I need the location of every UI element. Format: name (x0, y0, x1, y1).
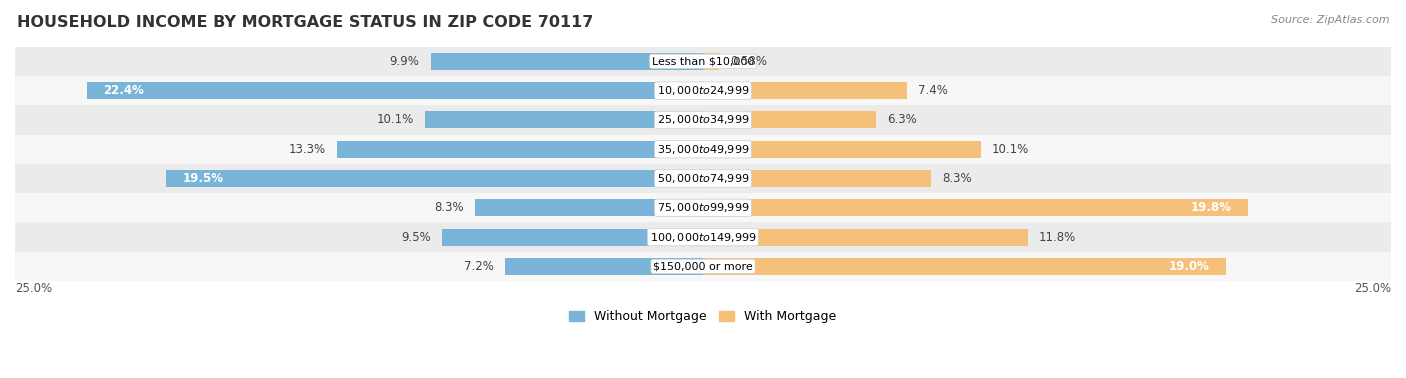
Bar (430, 53, 703, 70)
Bar (166, 170, 703, 187)
Bar (505, 258, 703, 275)
Text: 8.3%: 8.3% (942, 172, 972, 185)
Text: $100,000 to $149,999: $100,000 to $149,999 (650, 231, 756, 244)
Bar (703, 229, 1028, 246)
Bar (15, 223, 1391, 252)
Bar (441, 229, 703, 246)
Text: 22.4%: 22.4% (103, 84, 143, 97)
Text: 25.0%: 25.0% (1354, 282, 1391, 295)
Text: 19.5%: 19.5% (183, 172, 224, 185)
Text: 25.0%: 25.0% (15, 282, 52, 295)
Text: $10,000 to $24,999: $10,000 to $24,999 (657, 84, 749, 97)
Bar (703, 170, 931, 187)
Bar (703, 141, 981, 158)
Bar (15, 252, 1391, 281)
Text: 9.5%: 9.5% (401, 231, 430, 244)
Bar (15, 47, 1391, 76)
Bar (15, 105, 1391, 135)
Bar (87, 82, 703, 99)
Text: $150,000 or more: $150,000 or more (654, 262, 752, 271)
Text: 11.8%: 11.8% (1039, 231, 1076, 244)
Text: 10.1%: 10.1% (377, 113, 413, 127)
Text: 10.1%: 10.1% (993, 143, 1029, 156)
Bar (475, 199, 703, 216)
Bar (703, 53, 718, 70)
Text: 6.3%: 6.3% (887, 113, 917, 127)
Text: $50,000 to $74,999: $50,000 to $74,999 (657, 172, 749, 185)
Text: 13.3%: 13.3% (288, 143, 326, 156)
Bar (15, 135, 1391, 164)
Text: $25,000 to $34,999: $25,000 to $34,999 (657, 113, 749, 127)
Bar (15, 193, 1391, 223)
Text: $35,000 to $49,999: $35,000 to $49,999 (657, 143, 749, 156)
Text: 19.0%: 19.0% (1168, 260, 1209, 273)
Text: 19.8%: 19.8% (1191, 201, 1232, 214)
Bar (703, 112, 876, 129)
Text: $75,000 to $99,999: $75,000 to $99,999 (657, 201, 749, 214)
Bar (425, 112, 703, 129)
Text: 0.58%: 0.58% (730, 55, 766, 68)
Bar (703, 199, 1249, 216)
Legend: Without Mortgage, With Mortgage: Without Mortgage, With Mortgage (564, 305, 842, 328)
Text: 9.9%: 9.9% (389, 55, 419, 68)
Text: 7.2%: 7.2% (464, 260, 494, 273)
Text: Source: ZipAtlas.com: Source: ZipAtlas.com (1271, 15, 1389, 25)
Text: 8.3%: 8.3% (434, 201, 464, 214)
Bar (15, 164, 1391, 193)
Text: 7.4%: 7.4% (918, 84, 948, 97)
Bar (703, 82, 907, 99)
Text: Less than $10,000: Less than $10,000 (652, 56, 754, 67)
Bar (15, 76, 1391, 105)
Bar (703, 258, 1226, 275)
Text: HOUSEHOLD INCOME BY MORTGAGE STATUS IN ZIP CODE 70117: HOUSEHOLD INCOME BY MORTGAGE STATUS IN Z… (17, 15, 593, 30)
Bar (337, 141, 703, 158)
